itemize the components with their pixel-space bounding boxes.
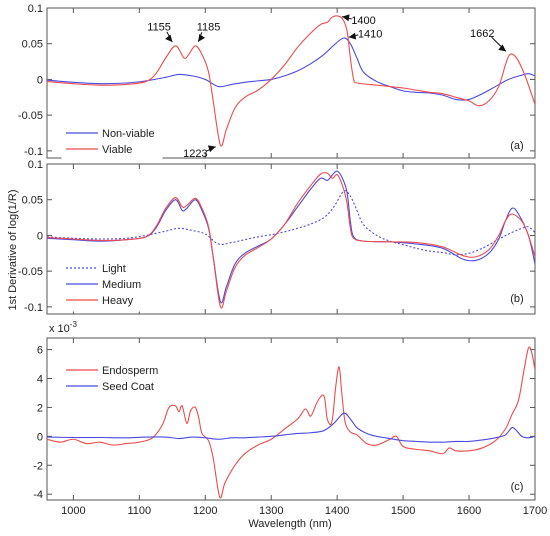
y-tick-label: -0.1 (24, 146, 43, 158)
y-tick-label: 0.1 (28, 3, 43, 15)
series-line (47, 412, 535, 443)
series-line (47, 37, 535, 101)
plot-frame (46, 337, 536, 501)
annotation-arrowhead (348, 32, 357, 40)
y-multiplier-exponent: -3 (70, 320, 78, 329)
panel-a: -0.1 -0.05 0 0.05 0.1 1155 1185 1223 1400 1410 166… (18, 3, 536, 161)
legend-label: Endosperm (102, 365, 158, 377)
x-tick-label: 1000 (61, 505, 85, 517)
x-tick-label: 1500 (391, 505, 415, 517)
legend-box (61, 121, 163, 161)
panel-b: -0.1 -0.05 0 0.05 0.1 Light Medium Heavy (b) (18, 159, 536, 315)
y-multiplier-label: x 10-3 (49, 320, 77, 335)
y-tick-label: -0.05 (18, 266, 43, 278)
annotation-label: 1662 (470, 28, 494, 40)
y-axis-label: 1st Derivative of log(1/R) (7, 189, 19, 310)
annotation-arrowhead (207, 145, 216, 153)
annotation-arrowhead (198, 33, 206, 42)
y-tick-label: 4 (37, 374, 43, 386)
y-tick-label: 0 (37, 74, 43, 86)
annotation-label: 1410 (358, 29, 382, 41)
panel-c: -4 -2 0 2 4 6 x 10-3 Endosperm Seed Coat (c) 1000 1… (33, 320, 547, 517)
panel-label: (c) (511, 481, 524, 493)
y-tick-label: -0.05 (18, 110, 43, 122)
legend-label: Seed Coat (102, 381, 154, 393)
panel-label: (a) (510, 140, 523, 152)
x-tick-label: 1700 (523, 505, 547, 517)
annotation-label: 1400 (351, 15, 375, 27)
y-tick-label: 0.05 (22, 195, 43, 207)
y-tick-label: 6 (37, 345, 43, 357)
x-tick-label: 1300 (259, 505, 283, 517)
annotation-label: 1155 (147, 22, 171, 34)
annotation-arrowhead (342, 14, 350, 22)
legend-label: Non-viable (102, 128, 155, 140)
y-tick-label: 0 (37, 230, 43, 242)
annotation-label: 1185 (197, 22, 221, 34)
legend-box (61, 358, 168, 398)
y-tick-label: -0.1 (24, 302, 43, 314)
plot-frame (46, 163, 536, 315)
series-line (47, 346, 535, 499)
y-tick-label: -2 (33, 460, 43, 472)
series-line (47, 172, 535, 309)
x-tick-label: 1400 (325, 505, 349, 517)
y-tick-label: 2 (37, 402, 43, 414)
y-tick-label: 0.1 (28, 159, 43, 171)
legend-label: Light (102, 263, 126, 275)
x-tick-label: 1200 (193, 505, 217, 517)
plot-frame (46, 7, 536, 159)
x-axis-label: Wavelength (nm) (248, 518, 331, 530)
annotation-arrowhead (498, 44, 506, 52)
series-line (47, 190, 535, 256)
series-line (47, 15, 535, 147)
legend-label: Heavy (102, 295, 134, 307)
y-tick-label: 0 (37, 431, 43, 443)
y-tick-label: 0.05 (22, 39, 43, 51)
x-tick-label: 1600 (457, 505, 481, 517)
panel-label: (b) (510, 293, 523, 305)
y-tick-label: -4 (33, 489, 43, 501)
legend-label: Medium (102, 279, 141, 291)
x-tick-label: 1100 (127, 505, 151, 517)
annotation-label: 1223 (183, 148, 207, 160)
annotation-arrowhead (165, 34, 173, 43)
series-line (47, 170, 535, 304)
legend-label: Viable (102, 144, 132, 156)
